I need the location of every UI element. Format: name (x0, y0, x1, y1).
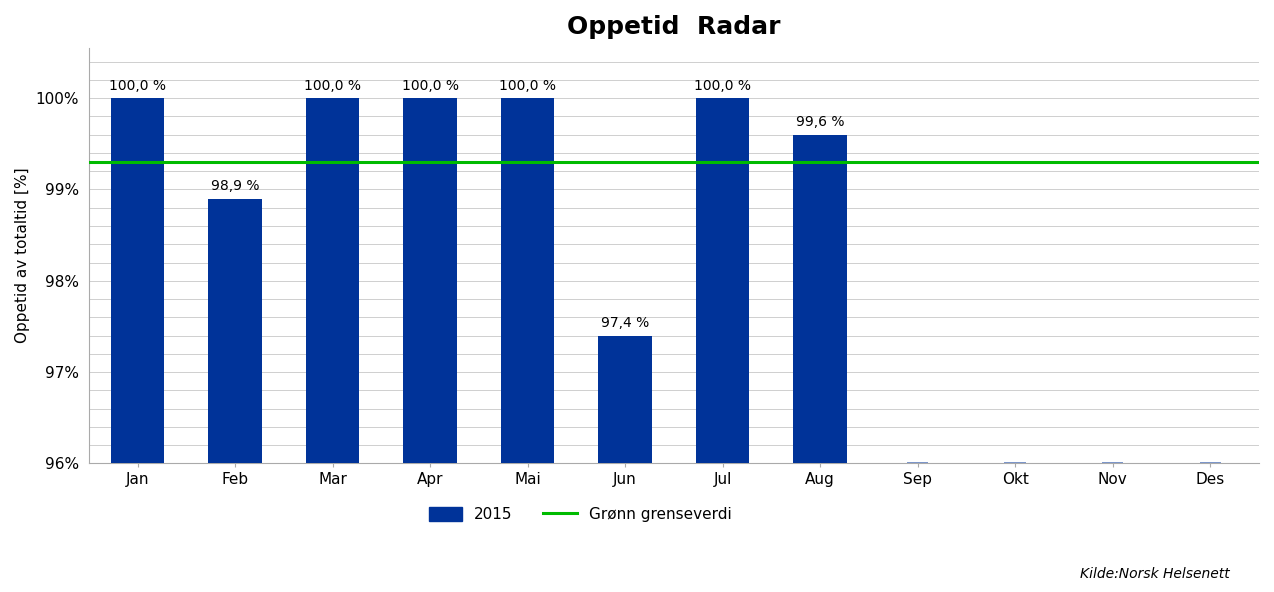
Bar (1102, 462, 1124, 464)
Bar (907, 462, 929, 464)
Title: Oppetid  Radar: Oppetid Radar (567, 15, 781, 39)
Text: 99,6 %: 99,6 % (796, 115, 845, 129)
Text: 100,0 %: 100,0 % (694, 79, 752, 92)
Text: 100,0 %: 100,0 % (110, 79, 166, 92)
Bar (208, 198, 262, 464)
Bar (794, 134, 847, 464)
Text: 100,0 %: 100,0 % (401, 79, 459, 92)
Legend: 2015, Grønn grenseverdi: 2015, Grønn grenseverdi (423, 501, 738, 529)
Bar (1200, 462, 1220, 464)
Text: 100,0 %: 100,0 % (499, 79, 557, 92)
Bar (696, 98, 749, 464)
Bar (111, 98, 164, 464)
Bar (306, 98, 359, 464)
Bar (404, 98, 457, 464)
Text: 97,4 %: 97,4 % (601, 316, 650, 330)
Y-axis label: Oppetid av totaltid [%]: Oppetid av totaltid [%] (15, 168, 31, 343)
Bar (501, 98, 554, 464)
Bar (599, 336, 652, 464)
Bar (1004, 462, 1026, 464)
Text: 100,0 %: 100,0 % (304, 79, 361, 92)
Text: 98,9 %: 98,9 % (210, 179, 260, 193)
Text: Kilde:Norsk Helsenett: Kilde:Norsk Helsenett (1079, 567, 1229, 581)
